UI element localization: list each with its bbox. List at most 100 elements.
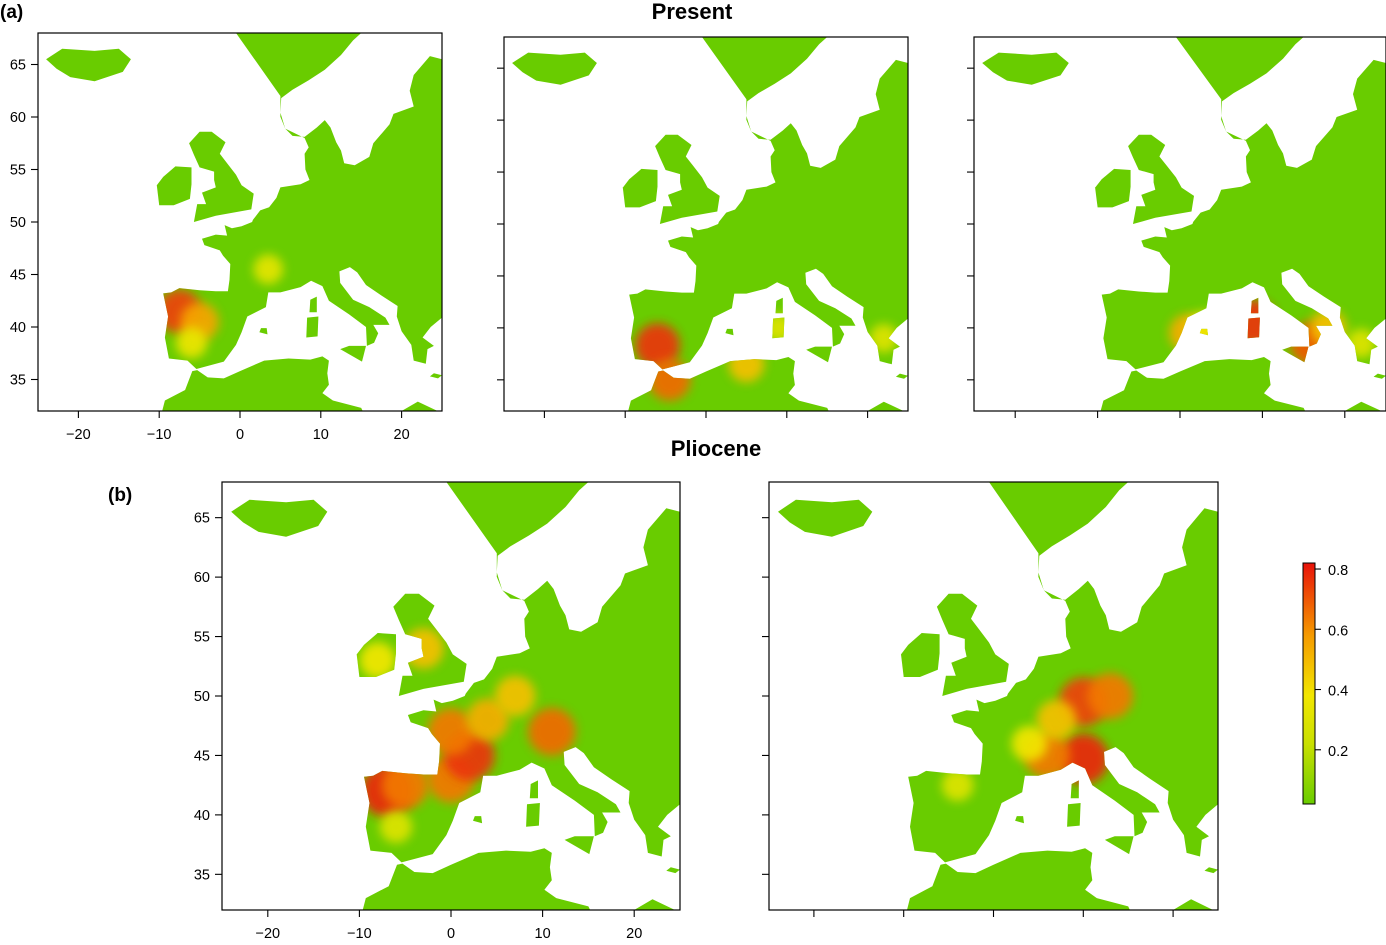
suitability-hotspot	[494, 675, 536, 717]
suitability-layer	[941, 673, 1134, 802]
land-polygon	[666, 867, 680, 874]
land-polygon	[1067, 803, 1081, 827]
x-tick-label: 0	[447, 926, 455, 942]
map-panel-pliocene-2	[762, 481, 1219, 917]
land-polygon	[725, 328, 734, 336]
x-tick-label: 10	[313, 427, 329, 443]
land-polygon	[512, 52, 597, 85]
land-polygon	[473, 816, 483, 824]
suitability-hotspot	[359, 642, 397, 679]
land-polygon	[901, 633, 940, 677]
land-polygon	[1101, 37, 1386, 370]
land-polygon	[1373, 373, 1386, 379]
suitability-hotspot	[1087, 673, 1134, 719]
map-content	[46, 33, 442, 411]
map-panel-present-1: −20 −10 0 10 20 35 40 45 50 55 60 65	[10, 32, 443, 443]
y-tick-label: 50	[10, 215, 26, 231]
land-polygon	[778, 499, 873, 537]
suitability-hotspot	[1036, 699, 1077, 740]
land-polygon	[189, 131, 254, 222]
land-polygon	[1204, 867, 1218, 874]
land-polygon	[655, 134, 720, 224]
colorbar-ticks: 0.2 0.4 0.6 0.8	[1315, 563, 1348, 760]
y-tick-label: 65	[10, 58, 26, 74]
suitability-hotspot	[764, 313, 793, 343]
land-polygon	[156, 166, 192, 206]
suitability-layer	[1169, 299, 1376, 366]
y-tick-label: 60	[10, 110, 26, 126]
suitability-hotspot	[381, 761, 429, 809]
suitability-hotspot	[175, 327, 208, 359]
land-polygon	[1070, 780, 1079, 799]
land-polygon	[1095, 168, 1131, 208]
suitability-hotspot	[635, 323, 680, 368]
suitability-hotspot	[1058, 733, 1109, 785]
row-a-title: Present	[652, 0, 733, 24]
panel-a-letter: (a)	[0, 2, 23, 23]
y-tick-label: 45	[10, 268, 26, 284]
colorbar-tick-label: 0.2	[1328, 744, 1348, 760]
row-b-title: Pliocene	[671, 436, 761, 461]
x-tick-label: −20	[255, 926, 280, 942]
suitability-hotspot	[403, 628, 444, 669]
x-tick-label: 10	[535, 926, 551, 942]
land-layer	[512, 37, 908, 411]
land-polygon	[429, 373, 442, 379]
colorbar-gradient	[1302, 562, 1316, 805]
land-polygon	[1072, 357, 1382, 411]
y-tick-label: 55	[10, 163, 26, 179]
x-tick-label: 20	[394, 427, 410, 443]
y-tick-label: 40	[194, 808, 210, 824]
suitability-hotspot	[1231, 299, 1277, 346]
suitability-hotspot	[1346, 328, 1376, 359]
land-polygon	[936, 593, 1009, 696]
map-panel-present-3	[967, 36, 1386, 418]
suitability-hotspot	[253, 254, 284, 285]
y-tick-label: 45	[194, 748, 210, 764]
x-tick-label: 20	[626, 926, 642, 942]
suitability-layer	[157, 254, 284, 359]
land-layer	[982, 37, 1386, 411]
land-polygon	[1015, 816, 1024, 824]
land-polygon	[46, 48, 131, 82]
land-polygon	[1104, 836, 1134, 855]
suitability-layer	[359, 628, 576, 843]
land-layer	[231, 482, 680, 910]
land-polygon	[529, 780, 538, 799]
suitability-hotspot	[1188, 311, 1222, 345]
suitability-hotspot	[379, 810, 413, 843]
land-layer	[778, 482, 1218, 910]
y-tick-label: 35	[194, 867, 210, 883]
land-polygon	[895, 373, 908, 379]
land-polygon	[259, 328, 268, 335]
colorbar-tick-label: 0.4	[1328, 684, 1348, 700]
land-polygon	[309, 296, 317, 313]
land-polygon	[982, 52, 1069, 85]
y-tick-label: 55	[194, 630, 210, 646]
map-content	[778, 482, 1218, 910]
map-panel-pliocene-1: −20 −10 0 10 20 35 40 45 50 55 60 65	[194, 481, 681, 942]
land-polygon	[331, 848, 675, 910]
land-polygon	[306, 316, 319, 338]
y-tick-label: 60	[194, 570, 210, 586]
land-polygon	[163, 33, 442, 369]
x-tick-label: 0	[236, 427, 244, 443]
colorbar-tick-label: 0.8	[1328, 563, 1348, 579]
land-polygon	[908, 482, 1218, 863]
x-tick-label: −10	[347, 926, 372, 942]
map-panels: −20 −10 0 10 20 35 40 45 50 55 60 65 −20 −10 0 10 20 35 40…	[10, 32, 1386, 942]
suitability-hotspot	[728, 346, 765, 383]
y-tick-label: 65	[194, 511, 210, 527]
land-layer	[46, 33, 442, 411]
suitability-hotspot	[466, 698, 509, 742]
land-polygon	[231, 499, 328, 537]
x-tick-label: −20	[66, 427, 91, 443]
map-content	[512, 37, 908, 411]
land-polygon	[1128, 134, 1194, 224]
land-polygon	[564, 836, 594, 855]
suitability-hotspot	[648, 358, 691, 401]
suitability-hotspot	[528, 707, 576, 756]
map-content	[982, 37, 1386, 411]
land-polygon	[806, 346, 832, 363]
